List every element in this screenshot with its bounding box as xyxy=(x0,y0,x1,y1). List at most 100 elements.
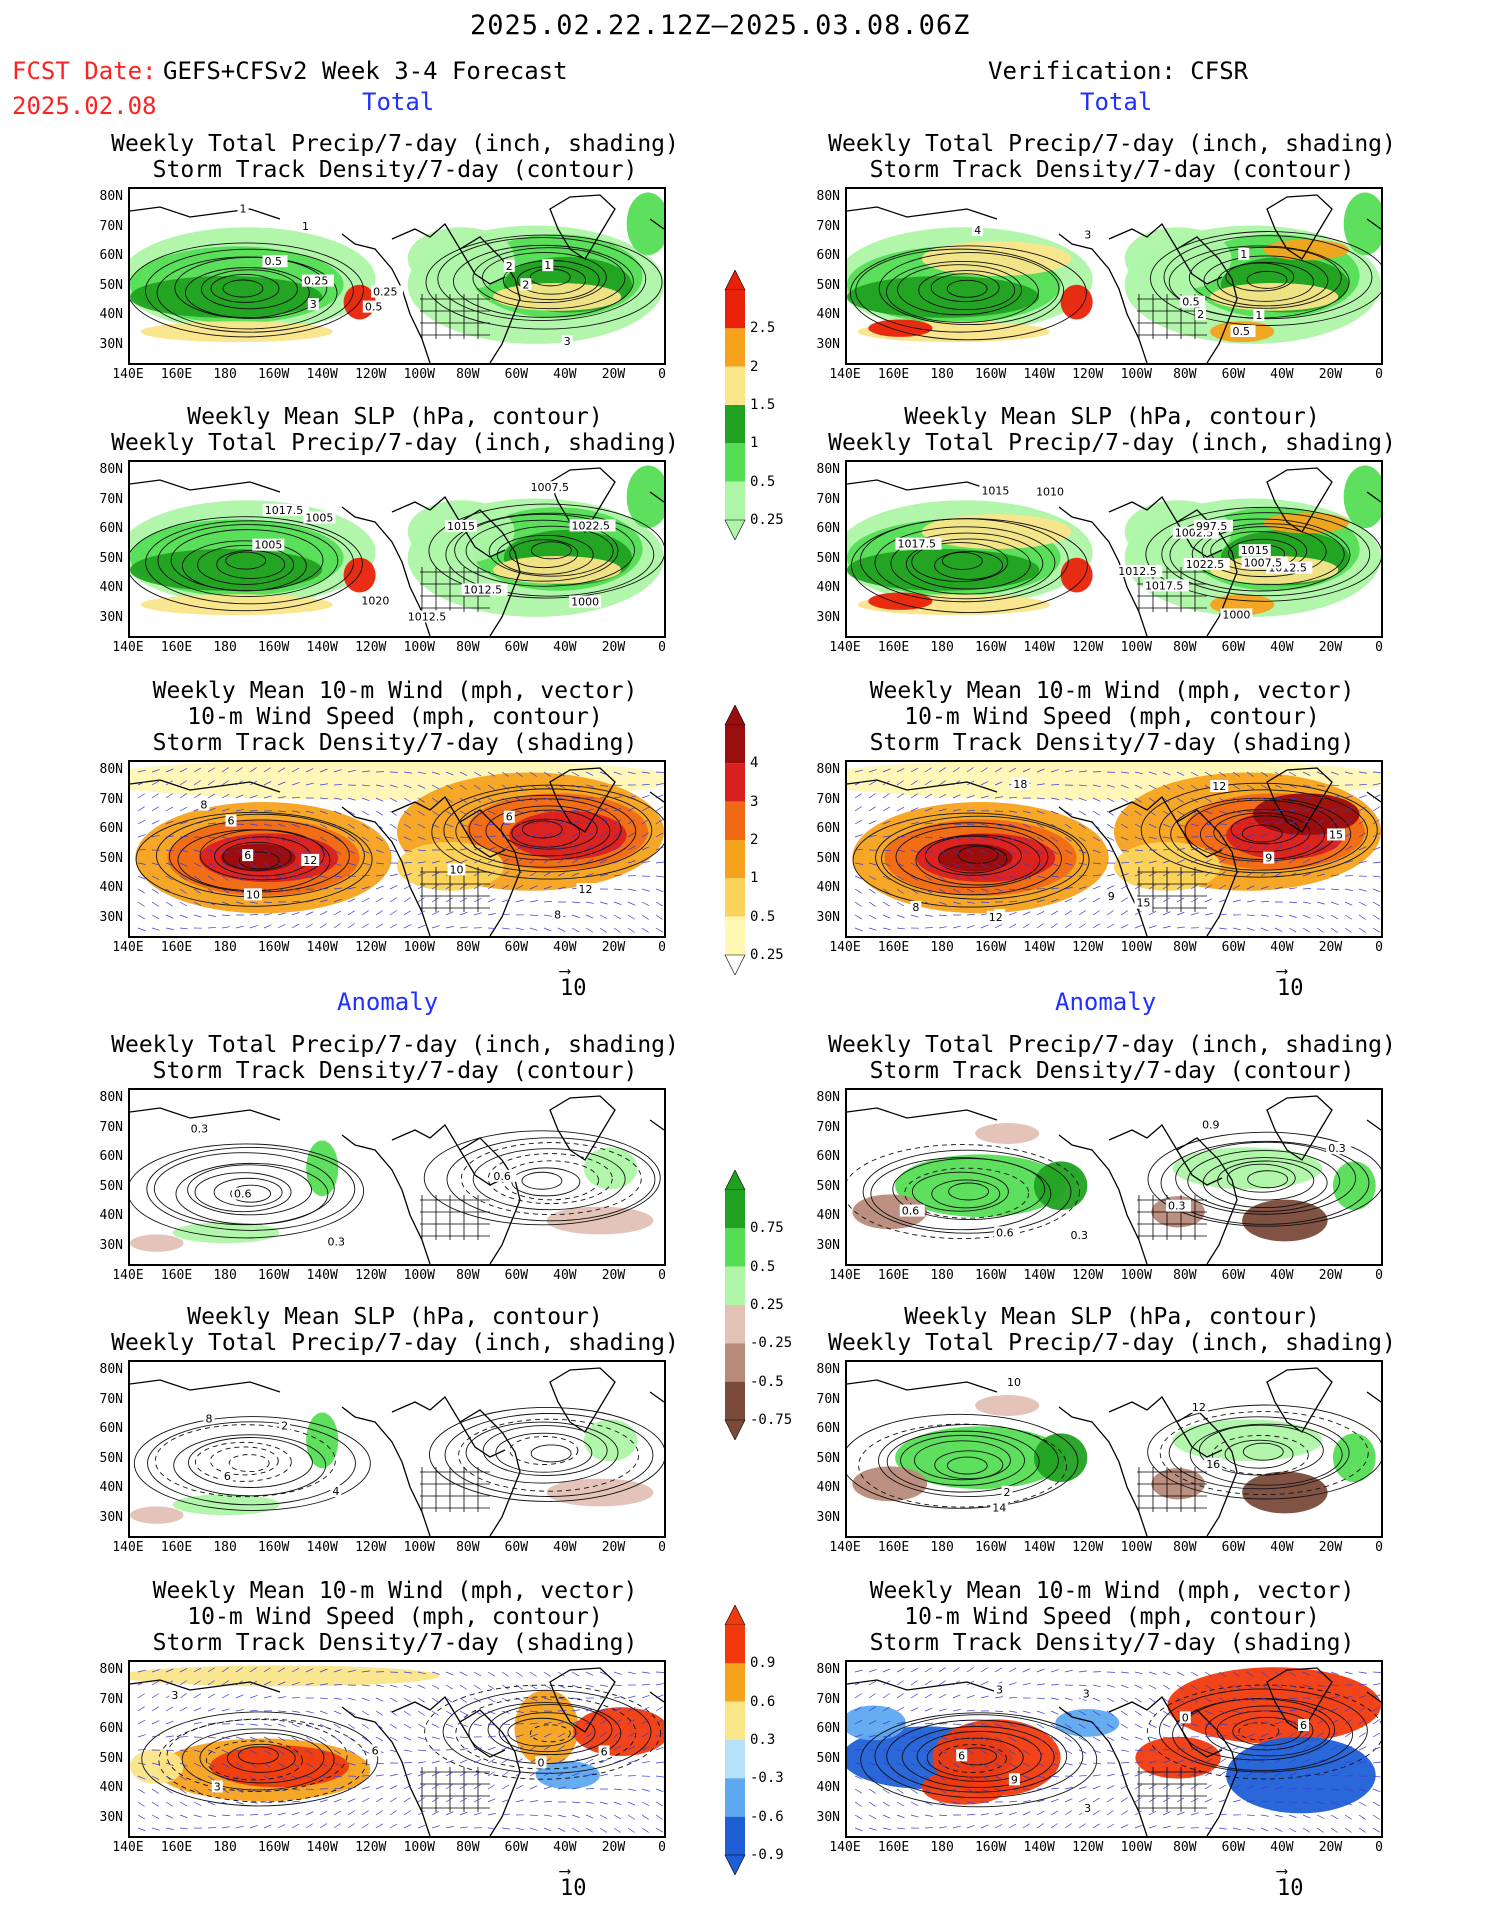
contour-line xyxy=(1213,812,1311,853)
contour-label: 0.5 xyxy=(265,255,283,268)
wind-vector xyxy=(1050,823,1058,829)
wind-vector xyxy=(235,1775,243,1781)
contour-line xyxy=(1242,1442,1284,1461)
lon-label: 160E xyxy=(877,367,910,382)
wind-vector xyxy=(1344,845,1353,851)
colorbar-swatch xyxy=(725,1625,745,1664)
wind-vector xyxy=(403,1736,412,1741)
wind-vector xyxy=(459,911,468,916)
wind-vector xyxy=(1344,807,1353,812)
wind-vector xyxy=(1092,810,1100,816)
wind-vector xyxy=(868,901,876,907)
contour-label: 6 xyxy=(224,1470,231,1483)
wind-vector xyxy=(1316,1759,1325,1764)
contour-line xyxy=(1158,1688,1368,1773)
wind-vector xyxy=(868,1801,876,1807)
wind-vector xyxy=(263,1695,272,1699)
wind-vector xyxy=(1022,1668,1031,1673)
wind-vector xyxy=(543,1721,552,1725)
wind-vector xyxy=(1204,1684,1212,1690)
wind-vector xyxy=(910,1762,919,1768)
wind-vector xyxy=(655,771,664,773)
wind-vector xyxy=(515,858,523,864)
wind-vector xyxy=(501,1771,509,1777)
shaded-region xyxy=(407,227,515,290)
wind-vector xyxy=(1036,1736,1044,1742)
wind-vector xyxy=(417,836,426,840)
panel-title-line: Weekly Total Precip/7-day (inch, shading… xyxy=(828,131,1396,157)
wind-vector xyxy=(854,834,863,838)
lon-label: 60W xyxy=(504,1540,529,1555)
wind-vector xyxy=(417,1797,425,1803)
lon-label: 140E xyxy=(112,940,144,955)
lat-label: 30N xyxy=(816,609,840,625)
wind-vector xyxy=(655,1706,663,1712)
contour-line xyxy=(1170,797,1352,871)
wind-vector xyxy=(1316,901,1325,905)
contour-line xyxy=(509,1436,579,1465)
wind-vector xyxy=(277,810,287,812)
wind-vector xyxy=(1372,1732,1381,1738)
wind-vector xyxy=(1190,797,1198,803)
contour-line xyxy=(1161,512,1371,597)
vector-reference-value: 10 xyxy=(560,1876,587,1901)
wind-vector xyxy=(193,1707,202,1712)
wind-vector xyxy=(896,1749,905,1752)
wind-vector xyxy=(403,1797,411,1803)
wind-vector xyxy=(277,1824,286,1829)
wind-vector xyxy=(1246,797,1255,802)
wind-vector xyxy=(1288,1758,1297,1764)
wind-vector xyxy=(1176,848,1185,851)
wind-vector xyxy=(1274,821,1283,825)
wind-vector xyxy=(361,1710,370,1716)
wind-vector xyxy=(319,1710,328,1714)
wind-vector xyxy=(1036,768,1045,773)
vector-reference: ⟶ 10 xyxy=(1277,963,1304,1002)
wind-vector xyxy=(235,1709,244,1712)
wind-vector xyxy=(910,767,919,773)
wind-vector xyxy=(1078,1723,1086,1729)
wind-vector xyxy=(151,862,160,866)
wind-vector xyxy=(1316,1827,1324,1833)
contour-line xyxy=(197,544,295,585)
wind-vector xyxy=(641,1760,650,1764)
wind-vector xyxy=(585,845,593,851)
wind-vector xyxy=(221,1814,230,1817)
lon-label: 40W xyxy=(1270,1540,1294,1555)
lon-label: 160W xyxy=(974,1840,1007,1855)
wind-vector xyxy=(319,923,327,929)
contour-label-bg xyxy=(1200,1118,1226,1131)
wind-vector xyxy=(193,914,202,918)
wind-vector xyxy=(263,875,272,881)
wind-vector xyxy=(1358,846,1367,851)
wind-vector xyxy=(994,1788,1003,1792)
contour-label: 18 xyxy=(1013,778,1027,791)
wind-vector xyxy=(1148,925,1157,929)
wind-vector xyxy=(1064,1810,1072,1816)
lon-label: 160W xyxy=(974,1268,1007,1283)
wind-vector xyxy=(1120,1810,1128,1816)
wind-vector xyxy=(137,806,145,812)
lat-label: 80N xyxy=(816,1362,840,1377)
wind-vector xyxy=(1232,858,1240,864)
wind-vector xyxy=(1008,1811,1017,1816)
wind-vector xyxy=(1246,822,1255,825)
wind-vector xyxy=(263,1667,271,1673)
wind-vector xyxy=(1162,911,1171,916)
lon-label: 100W xyxy=(1120,1268,1152,1283)
wind-vector xyxy=(1358,1827,1366,1833)
wind-vector xyxy=(994,1710,1004,1712)
shaded-region xyxy=(546,1478,654,1507)
wind-vector xyxy=(473,1671,482,1677)
wind-vector xyxy=(1330,859,1339,864)
wind-vector xyxy=(599,1814,608,1819)
wind-vector xyxy=(966,1825,975,1829)
wind-vector xyxy=(882,901,890,907)
lat-label: 60N xyxy=(816,821,840,836)
wind-vector xyxy=(882,1706,891,1712)
wind-vector xyxy=(868,1814,877,1820)
wind-vector xyxy=(585,1684,594,1688)
lon-label: 120W xyxy=(355,940,387,955)
contour-label: 997.5 xyxy=(1196,520,1228,533)
